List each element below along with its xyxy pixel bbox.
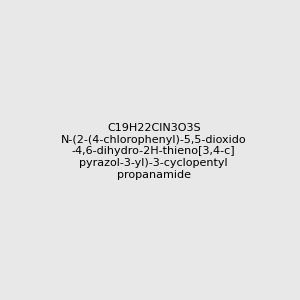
Text: C19H22ClN3O3S
N-(2-(4-chlorophenyl)-5,5-dioxido
-4,6-dihydro-2H-thieno[3,4-c]
py: C19H22ClN3O3S N-(2-(4-chlorophenyl)-5,5-… — [61, 123, 247, 180]
